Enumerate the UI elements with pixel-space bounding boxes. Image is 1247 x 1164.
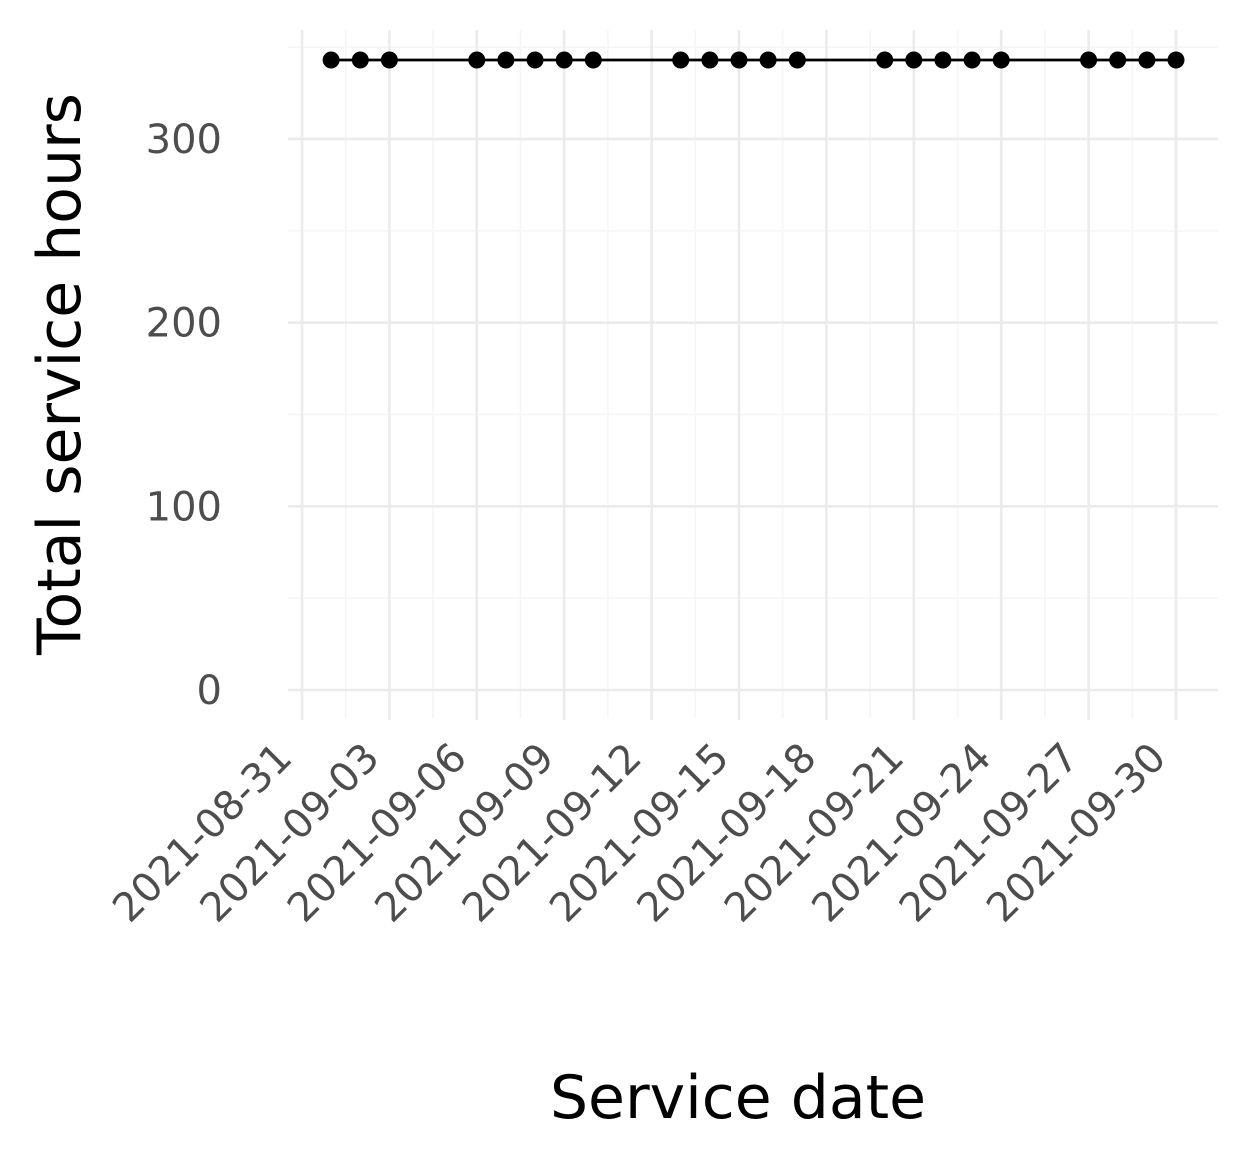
series-layer [322,51,1185,69]
data-point [934,51,952,69]
data-point [584,51,602,69]
axis-tick-marks [300,718,1178,720]
data-point [555,51,573,69]
major-gridlines [288,30,1218,718]
minor-gridlines [288,30,1218,718]
y-tick-label: 0 [197,668,222,714]
data-point [905,51,923,69]
data-point [1109,51,1127,69]
y-axis-tick-labels: 0 100 200 300 [146,117,222,714]
data-point [876,51,894,69]
data-point [526,51,544,69]
y-tick-label: 200 [146,301,222,347]
data-point [351,51,369,69]
y-axis-title: Total service hours [25,93,95,656]
data-point [497,51,515,69]
data-point [759,51,777,69]
data-point [992,51,1010,69]
data-point [788,51,806,69]
x-axis-tick-labels: 2021-08-312021-09-032021-09-062021-09-09… [104,735,1175,932]
data-point [701,51,719,69]
y-tick-label: 100 [146,484,222,530]
data-point [730,51,748,69]
data-point [1138,51,1156,69]
data-point [1080,51,1098,69]
data-point [1167,51,1185,69]
data-point [672,51,690,69]
data-point [322,51,340,69]
x-axis-title: Service date [550,1063,926,1133]
data-point [963,51,981,69]
y-tick-label: 300 [146,117,222,163]
data-point [380,51,398,69]
data-point [468,51,486,69]
